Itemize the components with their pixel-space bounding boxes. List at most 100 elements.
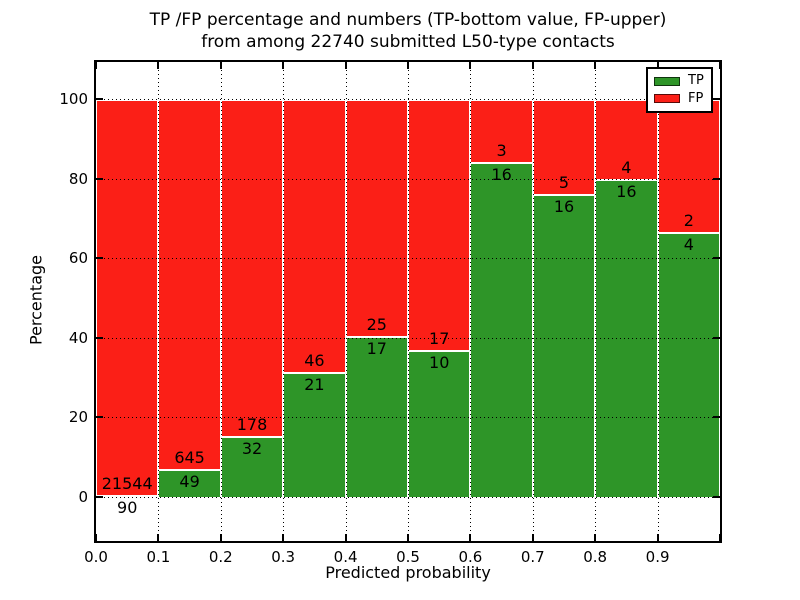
x-tick: [157, 62, 159, 69]
y-tick: [713, 416, 720, 418]
y-tick-label: 40: [68, 328, 88, 347]
tp-bar: [408, 349, 471, 497]
tp-count-label: 49: [179, 471, 200, 491]
x-tick: [282, 62, 284, 69]
tp-count-label: 32: [241, 439, 263, 459]
x-tick: [282, 534, 284, 541]
y-tick: [96, 337, 103, 339]
x-tick: [407, 534, 409, 541]
plot-area: 21544 90 645 49 178 32 46 21 25 17 17 10 3 16 5 16 4 16 2 4: [94, 60, 722, 543]
vertical-gridline: [408, 62, 409, 541]
horizontal-gridline: [96, 178, 720, 180]
tp-count-label: 16: [491, 164, 512, 184]
y-tick: [96, 257, 103, 259]
tp-bar: [220, 436, 284, 497]
vertical-gridline: [470, 62, 472, 541]
fp-bar: [345, 99, 408, 336]
vertical-gridline: [657, 62, 659, 541]
y-tick: [713, 98, 720, 100]
tp-count-label: 10: [429, 352, 450, 372]
x-tick-label: 0.2: [208, 548, 233, 566]
fp-count-label: 178: [236, 415, 268, 435]
y-tick: [96, 98, 103, 100]
x-tick-label: 0.6: [458, 548, 483, 566]
fp-bar: [283, 99, 346, 373]
y-tick-label: 100: [59, 90, 88, 108]
fp-count-label: 21544: [101, 474, 153, 494]
x-tick-label: 0.7: [520, 548, 545, 566]
horizontal-gridline: [96, 417, 720, 419]
x-tick: [220, 62, 222, 69]
tp-count-label: 4: [683, 234, 694, 254]
fp-bar: [96, 99, 159, 496]
x-tick: [532, 62, 534, 69]
legend: TP FP: [646, 67, 713, 113]
fp-bar: [158, 99, 221, 469]
tp-bar: [283, 372, 346, 497]
x-tick: [657, 534, 659, 541]
x-tick: [469, 534, 471, 541]
tp-bar: [595, 178, 658, 497]
x-tick: [220, 534, 222, 541]
x-tick: [719, 534, 721, 541]
x-tick: [532, 534, 534, 541]
x-tick: [469, 62, 471, 69]
x-tick: [719, 62, 721, 69]
horizontal-gridline: [96, 258, 720, 260]
tp-count-label: 90: [117, 498, 138, 518]
x-tick: [594, 62, 596, 69]
tp-bar: [470, 161, 533, 497]
fp-count-label: 2: [683, 210, 694, 230]
chart-title: TP /FP percentage and numbers (TP-bottom…: [150, 9, 667, 53]
chart-title-line1: TP /FP percentage and numbers (TP-bottom…: [149, 10, 667, 30]
x-tick: [345, 534, 347, 541]
fp-count-label: 5: [558, 172, 570, 192]
y-tick: [713, 496, 720, 498]
x-tick: [407, 62, 409, 69]
legend-entry-label: TP: [688, 73, 704, 89]
tp-count-label: 16: [553, 196, 575, 216]
tp-legend-swatch: [654, 76, 680, 86]
x-tick-label: 0.3: [271, 548, 296, 566]
vertical-gridline: [283, 62, 285, 541]
x-tick: [594, 534, 596, 541]
horizontal-gridline: [96, 99, 720, 100]
fp-bar: [408, 99, 471, 350]
y-tick-label: 20: [68, 408, 88, 427]
y-tick: [96, 416, 103, 418]
x-tick-label: 0.4: [333, 548, 358, 566]
x-tick-label: 0.0: [84, 548, 108, 566]
fp-count-label: 17: [429, 328, 450, 348]
tp-bar: [657, 231, 720, 497]
legend-entry-label: FP: [688, 90, 704, 106]
legend-entry: FP: [654, 90, 705, 106]
y-tick-label: 0: [78, 488, 88, 506]
x-tick: [657, 62, 659, 69]
legend-entry: TP: [654, 74, 705, 88]
vertical-gridline: [532, 62, 534, 541]
fp-count-label: 25: [366, 314, 387, 334]
y-tick-label: 80: [68, 169, 88, 188]
fp-count-label: 645: [174, 447, 205, 467]
fp-count-label: 3: [496, 140, 507, 160]
vertical-gridline: [220, 62, 222, 541]
fp-count-label: 4: [621, 157, 632, 177]
tp-count-label: 16: [616, 181, 637, 201]
x-tick-label: 0.8: [583, 548, 608, 566]
tp-bar: [345, 335, 408, 497]
x-tick: [345, 62, 347, 69]
fp-bar: [220, 99, 284, 437]
x-tick-label: 0.1: [146, 548, 171, 566]
y-tick: [96, 496, 103, 498]
y-tick-label: 60: [68, 249, 88, 268]
tp-count-label: 21: [304, 375, 325, 395]
x-tick-label: 0.5: [396, 548, 420, 566]
vertical-gridline: [158, 62, 160, 541]
y-tick: [713, 337, 720, 339]
fp-legend-swatch: [654, 94, 680, 104]
x-tick-label: 0.9: [645, 548, 670, 566]
x-tick: [95, 62, 97, 69]
vertical-gridline: [345, 62, 347, 541]
y-tick: [713, 178, 720, 180]
